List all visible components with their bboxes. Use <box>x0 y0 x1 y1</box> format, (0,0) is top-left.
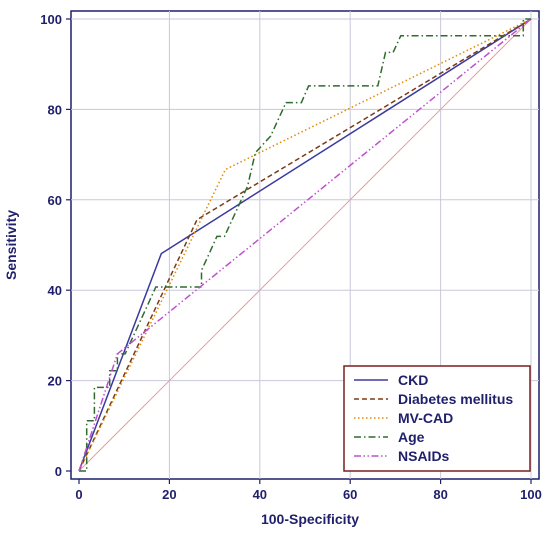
plot-frame <box>70 10 540 480</box>
legend: CKD Diabetes mellitus MV-CAD Age NSAIDs <box>343 365 531 472</box>
series-line-age <box>79 18 531 472</box>
series-layer <box>78 18 532 472</box>
y-tick-label: 80 <box>48 102 62 117</box>
x-tick-label: 40 <box>253 487 267 502</box>
y-tick-label: 60 <box>48 193 62 208</box>
x-tick-label: 100 <box>520 487 542 502</box>
x-tick-label: 80 <box>433 487 447 502</box>
series-line-ckd <box>78 18 532 472</box>
legend-label: Age <box>398 429 425 445</box>
series-line-nsaids <box>78 18 532 472</box>
reference-diagonal <box>78 18 532 472</box>
reference-line <box>78 18 532 472</box>
y-tick-label: 20 <box>48 374 62 389</box>
y-axis-title: Sensitivity <box>3 210 19 280</box>
x-tick-label: 60 <box>343 487 357 502</box>
legend-label: NSAIDs <box>398 448 450 464</box>
y-tick-label: 40 <box>48 283 62 298</box>
legend-label: MV-CAD <box>398 410 453 426</box>
legend-label: CKD <box>398 372 428 388</box>
axis-ticks: 0 20 40 60 80 100 0 20 40 60 80 100 <box>40 12 542 502</box>
legend-label: Diabetes mellitus <box>398 391 513 407</box>
y-tick-label: 100 <box>40 12 62 27</box>
x-tick-label: 20 <box>162 487 176 502</box>
y-tick-label: 0 <box>55 464 62 479</box>
series-line-diabetes-mellitus <box>78 18 532 472</box>
x-tick-label: 0 <box>75 487 82 502</box>
x-axis-title: 100-Specificity <box>261 511 359 527</box>
